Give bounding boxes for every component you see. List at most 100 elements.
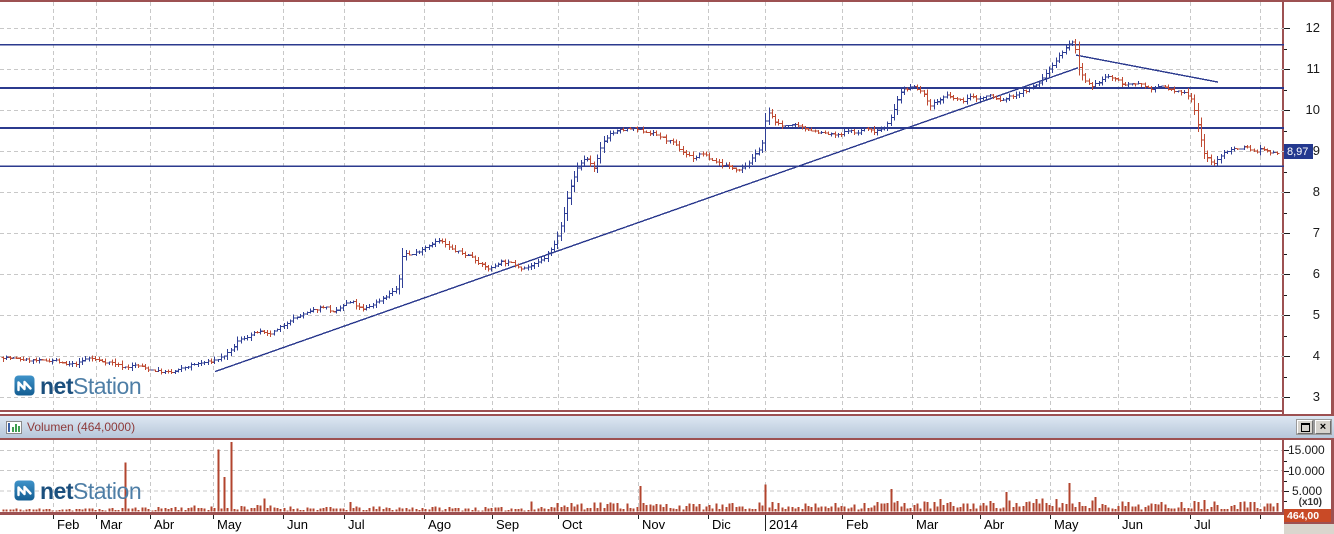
price-tick-label: 6: [1312, 266, 1320, 281]
restore-icon: [1300, 422, 1310, 432]
price-minor-tick: [1284, 48, 1287, 50]
volume-chart[interactable]: [0, 440, 1284, 512]
price-minor-tick: [1284, 212, 1287, 214]
price-tick-label: 12: [1305, 20, 1320, 35]
month-tick: [980, 515, 981, 519]
month-tick: [1190, 515, 1191, 519]
price-minor-tick: [1284, 335, 1287, 337]
volume-tick: [1284, 491, 1289, 492]
last-price-badge: 8,97: [1284, 144, 1313, 159]
month-tick: [1118, 515, 1119, 519]
price-tick: [1284, 192, 1290, 193]
price-minor-tick: [1284, 130, 1287, 132]
month-tick: [96, 515, 97, 519]
price-tick: [1284, 315, 1290, 316]
month-label: Jun: [1122, 517, 1143, 532]
month-tick: [150, 515, 151, 519]
last-volume-badge: 464,00: [1284, 509, 1331, 522]
month-label: Oct: [562, 517, 583, 532]
price-axis: 12 11 10 9 8 7 6 5 4 3: [1284, 2, 1331, 410]
volume-multiplier-label: (x10): [1298, 497, 1322, 508]
month-label: Feb: [846, 517, 869, 532]
volume-minor-tick: [1284, 501, 1287, 502]
month-tick: [424, 515, 425, 519]
month-tick: [1050, 515, 1051, 519]
volume-minor-tick: [1284, 481, 1287, 482]
month-label: Ago: [428, 517, 452, 532]
month-tick: [842, 515, 843, 519]
top-border: [0, 0, 1334, 2]
month-label: Jul: [348, 517, 365, 532]
price-minor-tick: [1284, 171, 1287, 173]
month-tick: [638, 515, 639, 519]
volume-minor-tick: [1284, 461, 1287, 462]
month-label: Jul: [1194, 517, 1211, 532]
price-tick-label: 7: [1312, 225, 1320, 240]
month-tick: [213, 515, 214, 519]
month-label: Abr: [154, 517, 175, 532]
price-axis-divider: [1282, 2, 1284, 414]
time-axis: Feb Mar Abr May Jun Jul Ago Sep Oct Nov Dic 2014 Feb…: [0, 515, 1284, 534]
month-tick: [1260, 515, 1261, 519]
corner-line: [1284, 522, 1334, 524]
month-tick: [708, 515, 709, 519]
close-icon: ×: [1319, 421, 1327, 433]
month-label: Dic: [712, 517, 731, 532]
price-tick: [1284, 233, 1290, 234]
price-tick-label: 4: [1312, 348, 1320, 363]
volume-tick: [1284, 450, 1289, 451]
volume-tick-label: 15.000: [1288, 443, 1325, 457]
price-tick-label: 8: [1312, 184, 1320, 199]
mini-bar-chart-icon: [6, 420, 22, 434]
volume-tick: [1284, 471, 1289, 472]
volume-panel-title: Volumen (464,0000): [27, 420, 136, 434]
volume-axis: 15.000 10.000 5.000: [1284, 440, 1331, 512]
price-tick: [1284, 110, 1290, 111]
panel-separator: [0, 410, 1284, 412]
month-label: Sep: [496, 517, 520, 532]
down-bars: [1, 39, 1280, 375]
month-label: Mar: [100, 517, 123, 532]
month-tick: [912, 515, 913, 519]
month-label: May: [1054, 517, 1079, 532]
price-tick: [1284, 356, 1290, 357]
price-minor-tick: [1284, 376, 1287, 378]
time-axis-line: [0, 512, 1334, 515]
up-bars: [4, 40, 1276, 375]
month-label: Jun: [287, 517, 308, 532]
price-chart[interactable]: [0, 2, 1284, 410]
month-tick: [492, 515, 493, 519]
volume-axis-divider: [1282, 440, 1284, 515]
price-tick-label: 3: [1312, 389, 1320, 404]
volume-panel-titlebar[interactable]: Volumen (464,0000) ×: [0, 414, 1334, 440]
price-tick-label: 5: [1312, 307, 1320, 322]
volume-bars: [2, 442, 1279, 512]
month-label: Feb: [57, 517, 80, 532]
price-minor-tick: [1284, 253, 1287, 255]
price-tick: [1284, 397, 1290, 398]
price-tick-label: 9: [1312, 143, 1320, 158]
price-tick-label: 10: [1305, 102, 1320, 117]
volume-tick-label: 5.000: [1291, 484, 1322, 498]
month-label: Abr: [984, 517, 1005, 532]
price-tick: [1284, 69, 1290, 70]
month-tick: [344, 515, 345, 519]
price-tick: [1284, 274, 1290, 275]
month-label: Nov: [642, 517, 666, 532]
volume-tick-label: 10.000: [1288, 464, 1325, 478]
price-minor-tick: [1284, 294, 1287, 296]
corner-filler: [1284, 524, 1334, 534]
price-minor-tick: [1284, 89, 1287, 91]
month-tick: [53, 515, 54, 519]
close-button[interactable]: ×: [1315, 420, 1331, 434]
year-label: 2014: [769, 517, 798, 532]
year-tick: [765, 515, 766, 531]
month-label: Mar: [916, 517, 939, 532]
price-tick: [1284, 28, 1290, 29]
month-tick: [283, 515, 284, 519]
month-label: May: [217, 517, 242, 532]
price-tick-label: 11: [1306, 61, 1321, 76]
month-tick: [558, 515, 559, 519]
restore-button[interactable]: [1297, 420, 1313, 434]
